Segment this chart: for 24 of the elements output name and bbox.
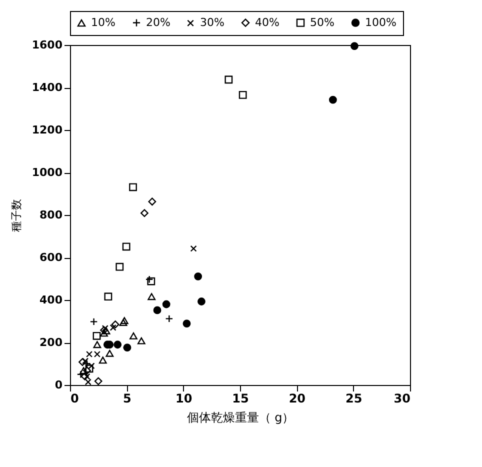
x-tick-label: 25 bbox=[345, 392, 362, 406]
legend-label: 20% bbox=[146, 16, 170, 29]
y-axis-title: 種子数 bbox=[10, 199, 23, 232]
x-tick-label: 20 bbox=[288, 392, 306, 406]
y-tick-label: 800 bbox=[40, 208, 63, 222]
y-tick-label: 0 bbox=[54, 378, 63, 392]
x-tick-label: 30 bbox=[394, 392, 410, 406]
y-tick-label: 600 bbox=[40, 251, 63, 264]
y-tick-label: 1600 bbox=[32, 38, 63, 52]
x-tick-label: 15 bbox=[232, 392, 249, 406]
legend-label: 100% bbox=[365, 16, 396, 29]
x-tick-label: 5 bbox=[122, 392, 132, 406]
y-tick-label: 1200 bbox=[32, 124, 63, 136]
legend-label: 30% bbox=[200, 16, 224, 30]
y-tick-label: 400 bbox=[40, 294, 63, 306]
legend-label: 40% bbox=[255, 16, 280, 29]
legend-label: 10% bbox=[91, 16, 116, 30]
y-tick-label: 1000 bbox=[32, 166, 63, 179]
legend-label: 50% bbox=[310, 16, 334, 29]
y-tick-label: 1400 bbox=[32, 81, 63, 94]
x-tick-label: 0 bbox=[70, 392, 79, 406]
x-axis-title: 個体乾燥重量（ g） bbox=[186, 410, 294, 424]
y-tick-label: 200 bbox=[40, 336, 63, 349]
x-tick-label: 10 bbox=[175, 392, 192, 406]
